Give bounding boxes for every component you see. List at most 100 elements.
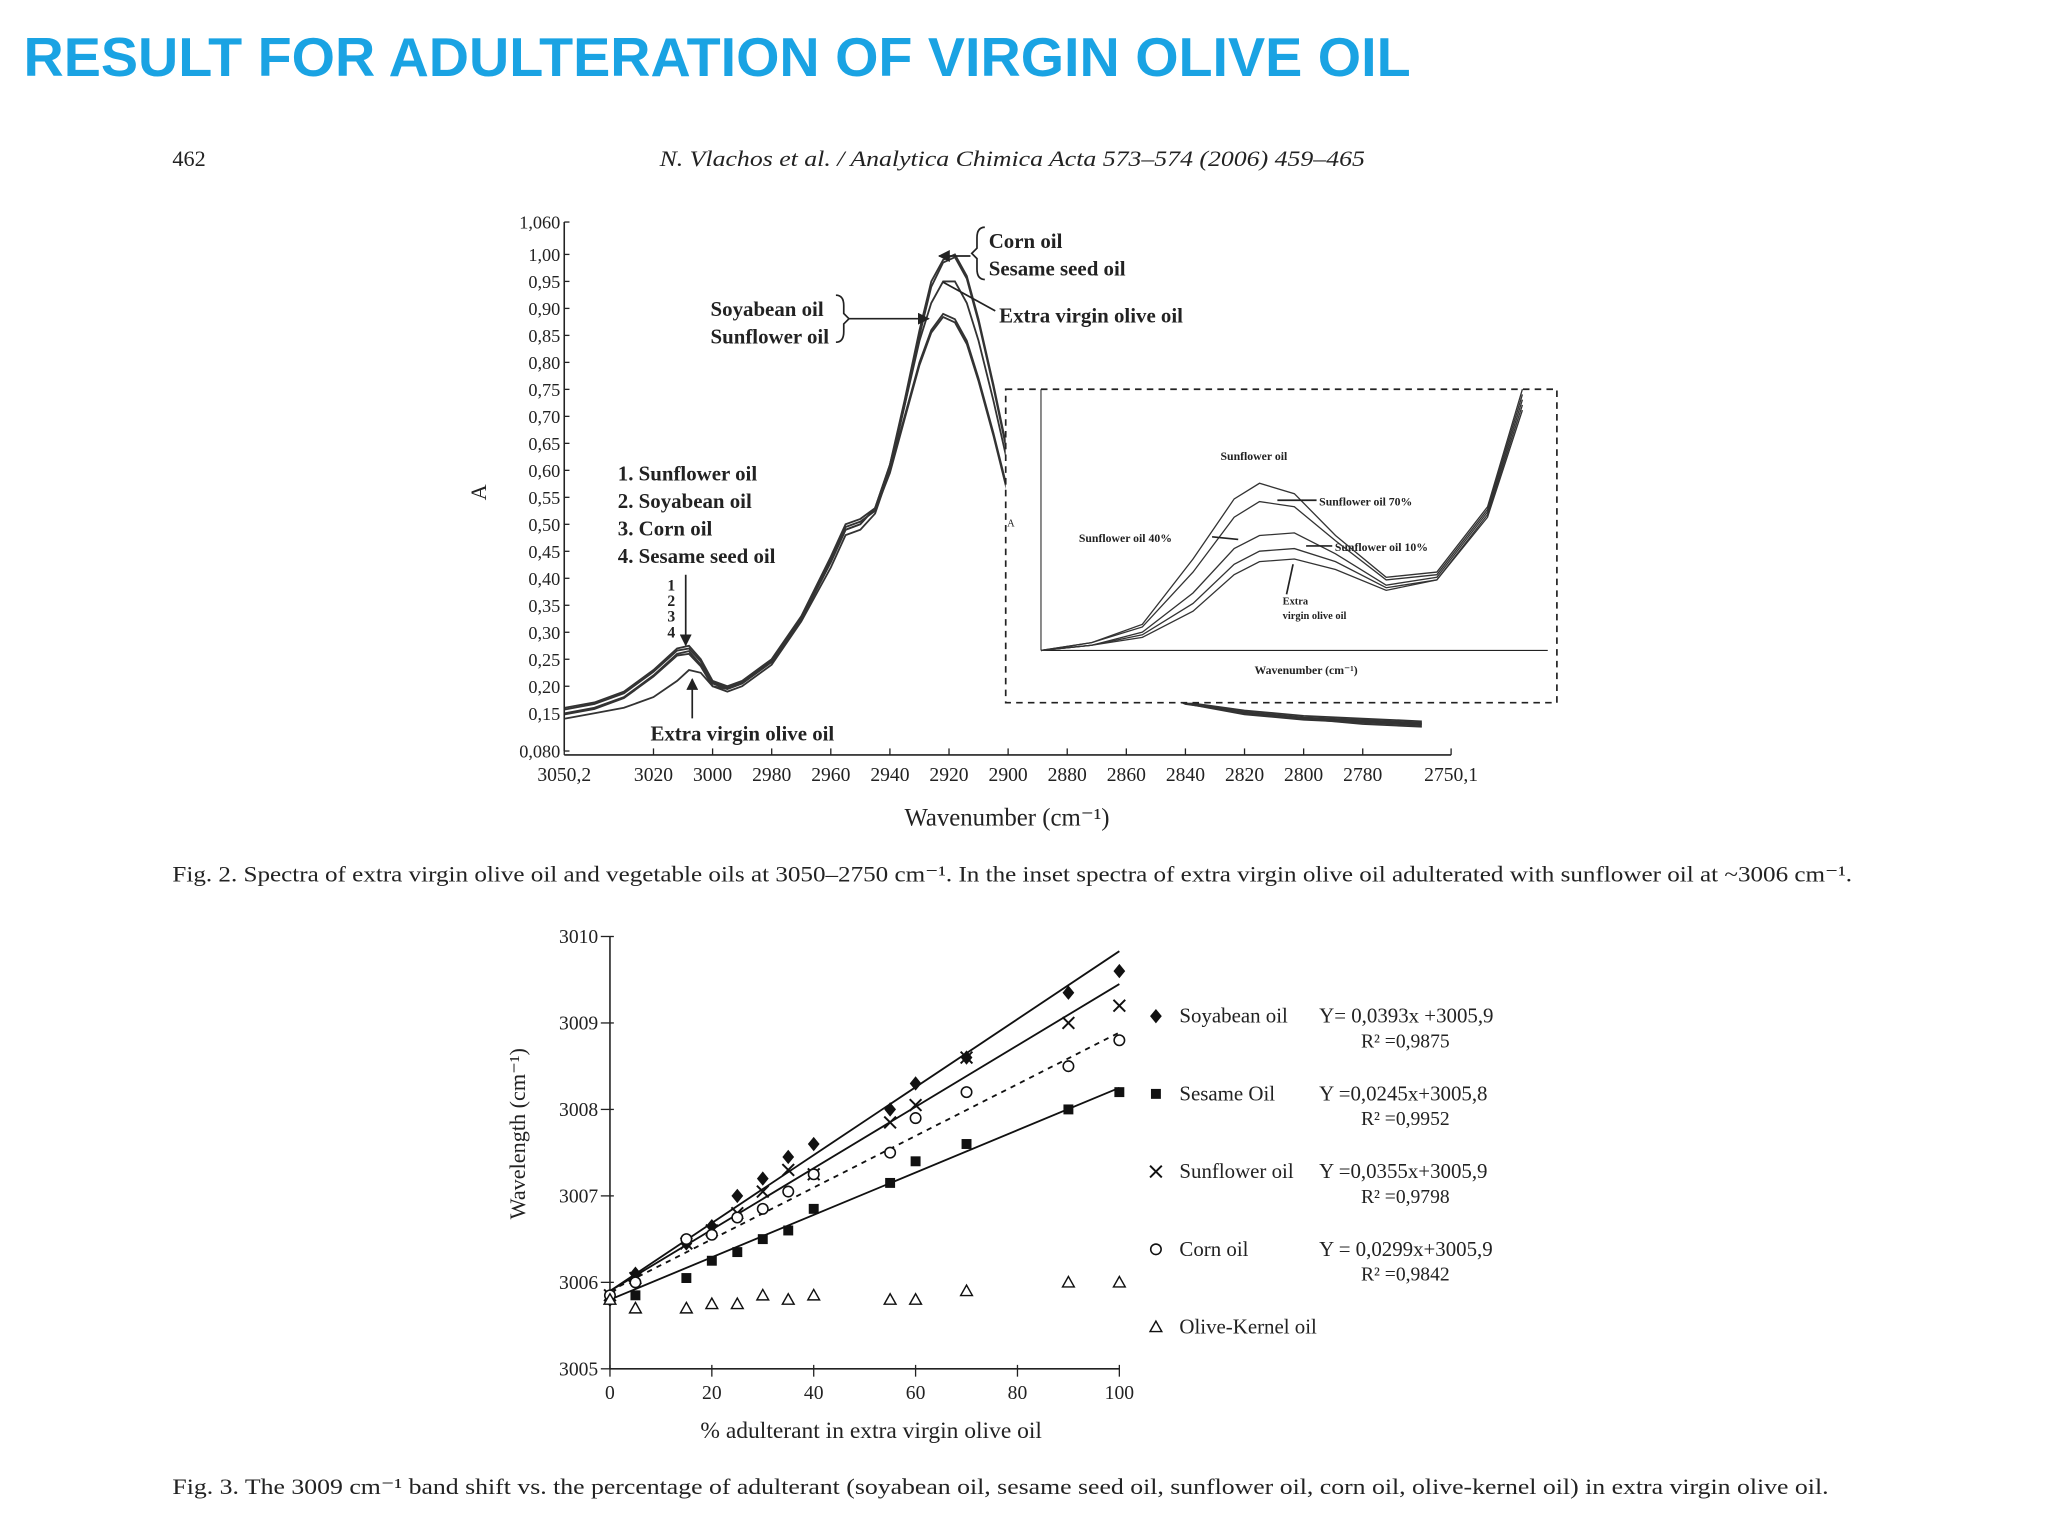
y-axis-label: A bbox=[466, 484, 491, 500]
annotation: 3 bbox=[667, 609, 675, 626]
data-point bbox=[959, 1050, 974, 1065]
bracket bbox=[970, 226, 985, 281]
r-squared: R² =0,9842 bbox=[1361, 1265, 1450, 1286]
legend-label: Sunflower oil bbox=[1179, 1159, 1293, 1183]
data-point bbox=[732, 1247, 743, 1258]
x-tick-label: 40 bbox=[804, 1383, 824, 1404]
leader bbox=[942, 281, 996, 312]
legend-marker bbox=[1149, 1165, 1163, 1179]
x-tick-label: 2960 bbox=[811, 765, 850, 786]
data-point bbox=[909, 1098, 923, 1112]
data-point bbox=[679, 1300, 694, 1314]
x-tick-label: 0 bbox=[605, 1383, 615, 1404]
y-tick-label: 0,20 bbox=[528, 677, 560, 697]
r-squared: R² =0,9952 bbox=[1361, 1109, 1450, 1130]
legend-marker bbox=[1150, 1088, 1161, 1099]
equation: Y =0,0355x+3005,9 bbox=[1319, 1159, 1487, 1183]
annotation: Sunflower oil bbox=[1221, 450, 1288, 463]
data-point bbox=[960, 1086, 973, 1099]
y-tick-label: 0,70 bbox=[528, 407, 560, 427]
figure-caption: Fig. 2. Spectra of extra virgin olive oi… bbox=[172, 862, 1852, 887]
data-point bbox=[782, 1149, 795, 1165]
annotation: Sunflower oil 10% bbox=[1335, 541, 1428, 554]
x-tick-label: 2920 bbox=[929, 765, 968, 786]
y-tick-label: 3006 bbox=[559, 1273, 598, 1294]
legend-label: 1. Sunflower oil bbox=[618, 462, 758, 486]
data-point bbox=[602, 1292, 618, 1305]
spectra-chart: 0,080 0,15 0,20 0,25 0,30 0,35 0,40 0,45 0,50 0,5… bbox=[466, 213, 1478, 832]
citation: N. Vlachos et al. / Analytica Chimica Ac… bbox=[658, 146, 1364, 171]
data-point bbox=[1113, 963, 1126, 979]
data-point bbox=[909, 1076, 922, 1091]
annotation: Sunflower oil 40% bbox=[1079, 532, 1172, 545]
scatter-chart: 3005 3006 3007 3008 3009 3010 0 20 40 60 80 100 % ad… bbox=[505, 927, 1493, 1444]
y-tick-label: 0,40 bbox=[528, 569, 560, 589]
x-tick-label: 60 bbox=[906, 1383, 926, 1404]
x-tick-label: 3020 bbox=[634, 765, 673, 786]
data-point bbox=[807, 1168, 820, 1181]
x-axis-label: Wavenumber (cm⁻¹) bbox=[1255, 664, 1358, 677]
legend-marker bbox=[1149, 1243, 1162, 1256]
annotation: 2 bbox=[667, 593, 675, 610]
data-point bbox=[756, 1184, 770, 1199]
legend-label: Extra virgin olive oil bbox=[650, 722, 834, 746]
y-tick-label: 0,080 bbox=[519, 742, 560, 762]
y-tick-label: 3010 bbox=[559, 927, 598, 948]
data-point bbox=[782, 1185, 795, 1198]
regression-line bbox=[609, 1086, 1120, 1301]
x-tick-label: 2820 bbox=[1225, 765, 1264, 786]
data-point bbox=[883, 1292, 898, 1305]
page-number: 462 bbox=[172, 146, 205, 171]
x-tick-label: 2750,1 bbox=[1424, 765, 1478, 786]
legend-label: 3. Corn oil bbox=[618, 517, 713, 541]
annotation: 4 bbox=[667, 624, 675, 641]
y-tick-label: 0,95 bbox=[528, 272, 560, 292]
data-point bbox=[807, 1136, 820, 1152]
data-point bbox=[756, 1202, 769, 1215]
x-tick-label: 3050,2 bbox=[537, 765, 591, 786]
x-tick-label: 100 bbox=[1105, 1383, 1135, 1404]
data-point bbox=[706, 1255, 717, 1266]
legend-label: Soyabean oil bbox=[1179, 1004, 1288, 1028]
y-tick-label: 1,060 bbox=[519, 213, 560, 233]
y-tick-label: 0,30 bbox=[528, 623, 560, 643]
data-point bbox=[806, 1287, 821, 1301]
y-tick-label: 3005 bbox=[559, 1359, 598, 1380]
leader bbox=[1211, 535, 1239, 541]
y-tick-label: 0,85 bbox=[528, 326, 560, 346]
annotation: 1 bbox=[667, 577, 675, 594]
data-point bbox=[1063, 1104, 1074, 1115]
data-point bbox=[680, 1233, 693, 1246]
annotation: Sesame seed oil bbox=[989, 257, 1126, 281]
inset-chart: Wavenumber (cm⁻¹) A Sunflower oil Sunflower… bbox=[1007, 389, 1548, 677]
y-tick-label: 0,25 bbox=[528, 650, 560, 670]
legend-label: Sesame Oil bbox=[1179, 1081, 1275, 1105]
leader bbox=[1285, 564, 1294, 595]
y-tick-label: 0,65 bbox=[528, 434, 560, 454]
data-point bbox=[630, 1290, 641, 1301]
y-tick-label: 0,15 bbox=[528, 704, 560, 724]
regression-line bbox=[609, 983, 1120, 1292]
data-point bbox=[757, 1234, 768, 1245]
data-point bbox=[681, 1273, 692, 1283]
spectrum-line bbox=[1040, 389, 1524, 652]
data-point bbox=[961, 1139, 972, 1149]
spectra-callouts bbox=[679, 226, 996, 719]
data-point bbox=[783, 1225, 794, 1236]
data-point bbox=[1113, 1034, 1126, 1047]
data-point bbox=[909, 1112, 922, 1125]
regression-line bbox=[609, 950, 1120, 1292]
x-axis-label: Wavenumber (cm⁻¹) bbox=[904, 804, 1109, 831]
y-axis-label: A bbox=[1007, 518, 1015, 529]
x-tick-label: 2980 bbox=[752, 765, 791, 786]
y-tick-label: 3008 bbox=[559, 1100, 598, 1121]
x-tick-label: 2880 bbox=[1048, 765, 1087, 786]
x-tick-label: 80 bbox=[1008, 1383, 1028, 1404]
x-tick-label: 3000 bbox=[693, 765, 732, 786]
data-point bbox=[1112, 999, 1126, 1013]
equation: Y = 0,0299x+3005,9 bbox=[1319, 1237, 1493, 1261]
data-point bbox=[755, 1287, 770, 1301]
x-tick-label: 2860 bbox=[1107, 765, 1146, 786]
legend-marker bbox=[1148, 1319, 1164, 1333]
